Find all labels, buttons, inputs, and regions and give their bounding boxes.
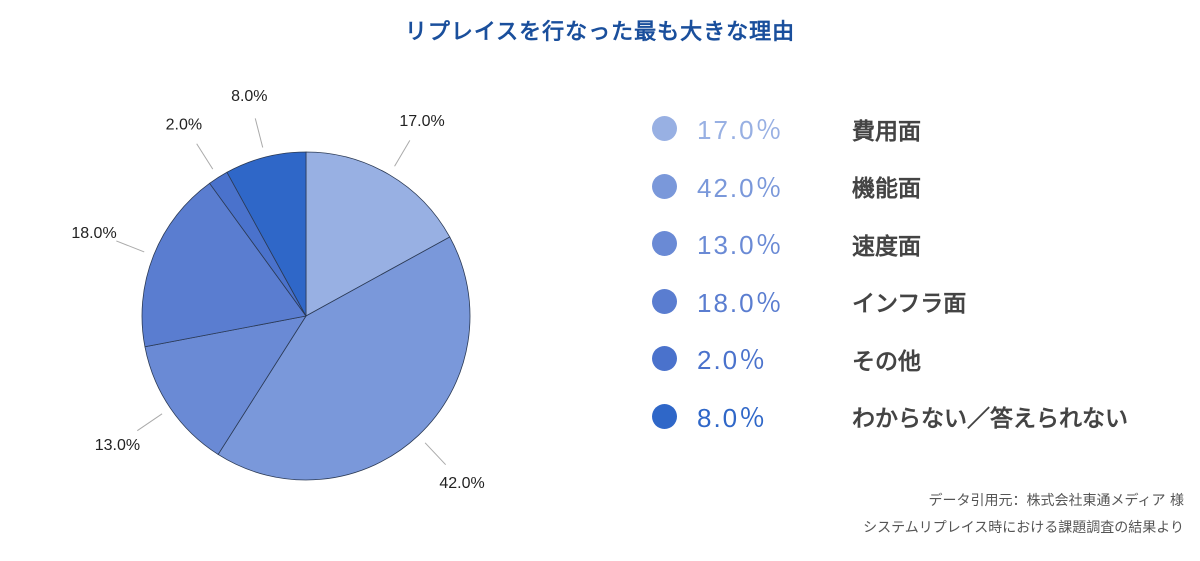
chart-title: リプレイスを行なった最も大きな理由 [404, 20, 796, 45]
leader-line [136, 413, 163, 432]
legend-item: 42.0％ 機能面 [652, 158, 1128, 216]
pie-slice [226, 151, 307, 317]
legend-value: 18.0％ [697, 287, 784, 318]
legend-item: 2.0％ その他 [652, 330, 1128, 388]
slice-label: 42.0% [439, 475, 484, 492]
source-note: データ引用元：株式会社東通メディア 様 システムリプレイス時における課題調査の結… [863, 488, 1184, 542]
slice-label: 18.0% [71, 225, 116, 242]
legend-label: 機能面 [852, 176, 921, 203]
legend-dot [652, 346, 677, 372]
leader-line [394, 140, 411, 167]
legend-dot [652, 403, 677, 429]
legend-label: その他 [852, 348, 921, 375]
legend-dot [652, 116, 677, 142]
legend-dot [652, 288, 677, 314]
leader-line [254, 118, 264, 148]
slice-label: 8.0% [231, 88, 267, 105]
legend-dot [652, 173, 677, 199]
legend-item: 13.0％ 速度面 [652, 215, 1128, 273]
source-line-2: システムリプレイス時における課題調査の結果より [863, 520, 1184, 536]
pie-slice [305, 151, 451, 317]
leader-line [424, 442, 447, 466]
legend-item: 18.0％ インフラ面 [652, 273, 1128, 331]
legend-dot [652, 231, 677, 257]
legend-item: 17.0％ 費用面 [652, 100, 1128, 158]
pie-slice [217, 236, 471, 481]
leader-line [196, 143, 214, 170]
legend: 17.0％ 費用面 42.0％ 機能面 13.0％ 速度面 18.0％ インフラ… [652, 100, 1128, 445]
source-line-1: データ引用元：株式会社東通メディア 様 [928, 493, 1184, 509]
legend-label: インフラ面 [852, 291, 967, 318]
slice-label: 17.0% [399, 113, 444, 130]
legend-value: 17.0％ [697, 115, 784, 146]
legend-label: わからない／答えられない [852, 406, 1128, 433]
slice-label: 2.0% [166, 116, 202, 133]
legend-label: 速度面 [852, 233, 921, 260]
pie-slice [144, 315, 307, 456]
pie-chart: 17.0% 42.0% 13.0% 18.0% 2.0% 8.0% [71, 88, 484, 492]
leader-line [116, 240, 145, 253]
legend-value: 2.0％ [697, 345, 768, 376]
legend-value: 13.0％ [697, 230, 784, 261]
slice-label: 13.0% [95, 437, 140, 454]
legend-value: 42.0％ [697, 172, 784, 203]
pie-slice [141, 182, 307, 348]
legend-value: 8.0％ [697, 402, 768, 433]
legend-label: 費用面 [852, 118, 921, 145]
legend-item: 8.0％ わからない／答えられない [652, 388, 1128, 446]
